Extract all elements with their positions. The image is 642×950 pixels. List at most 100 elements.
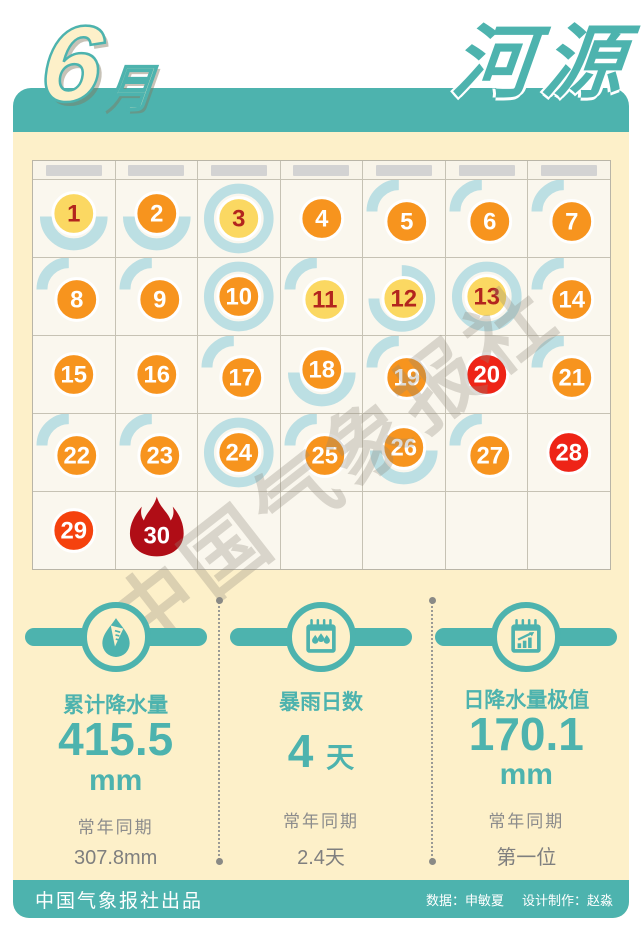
- day-21-marker: 21: [531, 336, 595, 400]
- svg-text:21: 21: [559, 364, 586, 391]
- svg-text:16: 16: [143, 361, 170, 388]
- stat-normal-period-value: 2.4天: [297, 847, 345, 869]
- svg-text:3: 3: [232, 205, 245, 232]
- calendar-grid: 1 2 3 4 5 6 7: [32, 160, 611, 570]
- credits: 数据：申敏夏 设计制作：赵淼: [426, 890, 613, 909]
- svg-text:6: 6: [483, 208, 496, 235]
- calendar-day-cell[interactable]: 3: [198, 180, 280, 257]
- month-suffix-label: 月: [100, 60, 158, 118]
- stat-column-3: 日降水量极值 170.1 mm 常年同期 第一位: [424, 598, 629, 870]
- calendar-day-cell[interactable]: 18: [280, 336, 363, 413]
- svg-text:20: 20: [473, 361, 500, 388]
- calendar-day-cell[interactable]: 29: [33, 492, 115, 569]
- svg-text:15: 15: [61, 361, 88, 388]
- stat-unit-inline: 天: [326, 742, 355, 774]
- calendar-day-cell[interactable]: 25: [280, 414, 363, 491]
- calendar-day-cell[interactable]: 20: [445, 336, 528, 413]
- calendar-day-cell[interactable]: 16: [115, 336, 198, 413]
- day-18-marker: 18: [287, 347, 356, 407]
- calendar-day-cell[interactable]: 17: [198, 336, 280, 413]
- calendar-empty-cell: [198, 492, 280, 569]
- day-30-marker: 30: [129, 496, 184, 557]
- calendar-day-cell[interactable]: 5: [363, 180, 445, 257]
- svg-text:24: 24: [226, 439, 253, 466]
- svg-text:12: 12: [391, 285, 418, 312]
- design-credit-label: 设计制作：赵淼: [521, 892, 613, 908]
- weekday-header-cell: [33, 161, 115, 179]
- day-7-marker: 7: [531, 180, 595, 244]
- svg-text:4: 4: [315, 205, 329, 232]
- calendar-day-cell[interactable]: 30: [115, 492, 198, 569]
- stat-unit: mm: [88, 763, 143, 797]
- day-14-marker: 14: [531, 258, 595, 322]
- svg-text:18: 18: [308, 356, 335, 383]
- calendar-day-cell[interactable]: 14: [528, 258, 610, 335]
- calendar-day-cell[interactable]: 15: [33, 336, 115, 413]
- calendar-day-cell[interactable]: 10: [198, 258, 280, 335]
- publisher-label: 中国气象报社出品: [35, 890, 204, 912]
- calendar-day-cell[interactable]: 11: [280, 258, 363, 335]
- month-number: 6: [34, 2, 109, 126]
- calendar-day-cell[interactable]: 23: [115, 414, 198, 491]
- day-23-marker: 23: [119, 414, 182, 478]
- stats-divider: [429, 597, 436, 865]
- weekday-placeholder-bar: [45, 164, 102, 176]
- weekday-header-cell: [198, 161, 280, 179]
- stat-label: 日降水量极值: [463, 688, 590, 712]
- svg-text:17: 17: [229, 364, 256, 391]
- calendar-day-cell[interactable]: 21: [528, 336, 610, 413]
- calendar-day-cell[interactable]: 8: [33, 258, 115, 335]
- rain-gauge-icon: [80, 602, 151, 672]
- day-10-marker: 10: [204, 261, 274, 332]
- day-13-marker: 13: [451, 261, 522, 332]
- day-29-marker: 29: [51, 508, 97, 553]
- calendar-day-cell[interactable]: 28: [528, 414, 610, 491]
- rainstorm-calendar-icon: [285, 602, 356, 672]
- calendar-day-cell[interactable]: 13: [445, 258, 528, 335]
- calendar-day-cell[interactable]: 19: [363, 336, 445, 413]
- page-title-city: 河源: [448, 18, 638, 107]
- weekday-placeholder-bar: [376, 164, 433, 176]
- calendar-day-cell[interactable]: 26: [363, 414, 445, 491]
- stat-label: 暴雨日数: [278, 691, 363, 715]
- calendar-day-cell[interactable]: 24: [198, 414, 280, 491]
- stat-icon-wrap: [424, 598, 629, 672]
- calendar-day-cell[interactable]: 4: [280, 180, 363, 257]
- calendar-day-cell[interactable]: 22: [33, 414, 115, 491]
- svg-text:25: 25: [311, 442, 338, 469]
- calendar-day-cell[interactable]: 12: [363, 258, 445, 335]
- day-9-marker: 9: [119, 258, 182, 322]
- day-12-marker: 12: [368, 265, 436, 332]
- heat-flame-icon: [129, 496, 184, 557]
- stat-value: 4 天: [287, 725, 355, 778]
- calendar-day-cell[interactable]: 2: [115, 180, 198, 257]
- stat-value-zone: 415.5 mm: [58, 715, 173, 797]
- svg-text:8: 8: [70, 286, 83, 313]
- day-27-marker: 27: [449, 414, 513, 478]
- stat-unit: mm: [499, 758, 553, 791]
- header-bar: [13, 88, 629, 132]
- data-credit-label: 数据：申敏夏: [425, 892, 504, 908]
- day-28-marker: 28: [546, 430, 592, 475]
- svg-text:19: 19: [394, 364, 421, 391]
- day-22-marker: 22: [36, 414, 100, 478]
- weekday-placeholder-bar: [458, 164, 515, 176]
- calendar-day-cell[interactable]: 9: [115, 258, 198, 335]
- calendar-empty-cell: [445, 492, 528, 569]
- day-15-marker: 15: [51, 352, 97, 397]
- day-24-marker: 24: [204, 417, 274, 488]
- calendar-day-cell[interactable]: 27: [445, 414, 528, 491]
- calendar-day-cell[interactable]: 7: [528, 180, 610, 257]
- month-title: 6 月: [34, 2, 161, 126]
- calendar-day-cell[interactable]: 1: [33, 180, 115, 257]
- day-6-marker: 6: [449, 180, 513, 244]
- stat-icon-wrap: [218, 598, 423, 672]
- svg-text:27: 27: [476, 442, 503, 469]
- calendar-empty-cell: [280, 492, 363, 569]
- svg-text:26: 26: [391, 434, 418, 461]
- stat-normal-period-label: 常年同期: [488, 812, 565, 831]
- stat-normal-period-value: 第一位: [496, 847, 557, 869]
- svg-text:1: 1: [67, 200, 80, 227]
- calendar-day-cell[interactable]: 6: [445, 180, 528, 257]
- day-20-marker: 20: [464, 352, 510, 397]
